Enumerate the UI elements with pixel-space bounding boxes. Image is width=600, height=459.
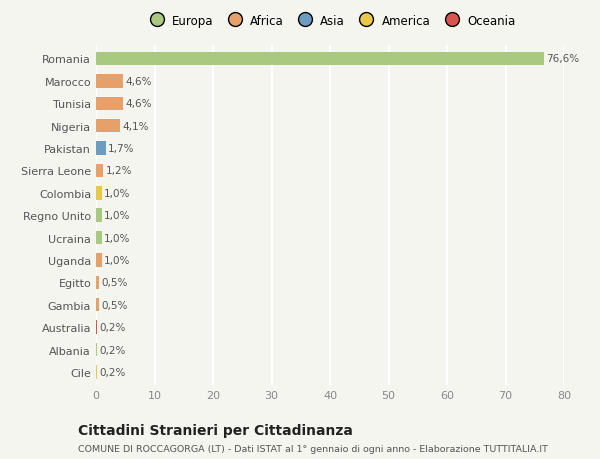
Text: 0,2%: 0,2% [100,345,126,355]
Text: 0,5%: 0,5% [101,300,128,310]
Text: Cittadini Stranieri per Cittadinanza: Cittadini Stranieri per Cittadinanza [78,423,353,437]
Legend: Europa, Africa, Asia, America, Oceania: Europa, Africa, Asia, America, Oceania [141,11,519,31]
Text: 1,2%: 1,2% [106,166,132,176]
Bar [96,209,102,223]
Text: 4,6%: 4,6% [125,77,152,87]
Text: 1,7%: 1,7% [108,144,135,154]
Bar [96,187,102,200]
Bar [96,97,123,111]
Bar [96,164,103,178]
Text: COMUNE DI ROCCAGORGA (LT) - Dati ISTAT al 1° gennaio di ogni anno - Elaborazione: COMUNE DI ROCCAGORGA (LT) - Dati ISTAT a… [78,444,548,453]
Bar [96,343,97,357]
Bar [96,276,99,290]
Bar [96,231,102,245]
Text: 1,0%: 1,0% [104,188,131,198]
Text: 0,2%: 0,2% [100,323,126,332]
Text: 1,0%: 1,0% [104,233,131,243]
Bar [96,321,97,334]
Bar [96,53,544,66]
Text: 4,1%: 4,1% [122,121,149,131]
Text: 0,2%: 0,2% [100,367,126,377]
Bar [96,298,99,312]
Bar [96,365,97,379]
Text: 4,6%: 4,6% [125,99,152,109]
Bar [96,254,102,267]
Bar [96,75,123,88]
Text: 0,5%: 0,5% [101,278,128,288]
Text: 76,6%: 76,6% [547,54,580,64]
Bar [96,142,106,156]
Text: 1,0%: 1,0% [104,211,131,221]
Bar [96,120,120,133]
Text: 1,0%: 1,0% [104,255,131,265]
